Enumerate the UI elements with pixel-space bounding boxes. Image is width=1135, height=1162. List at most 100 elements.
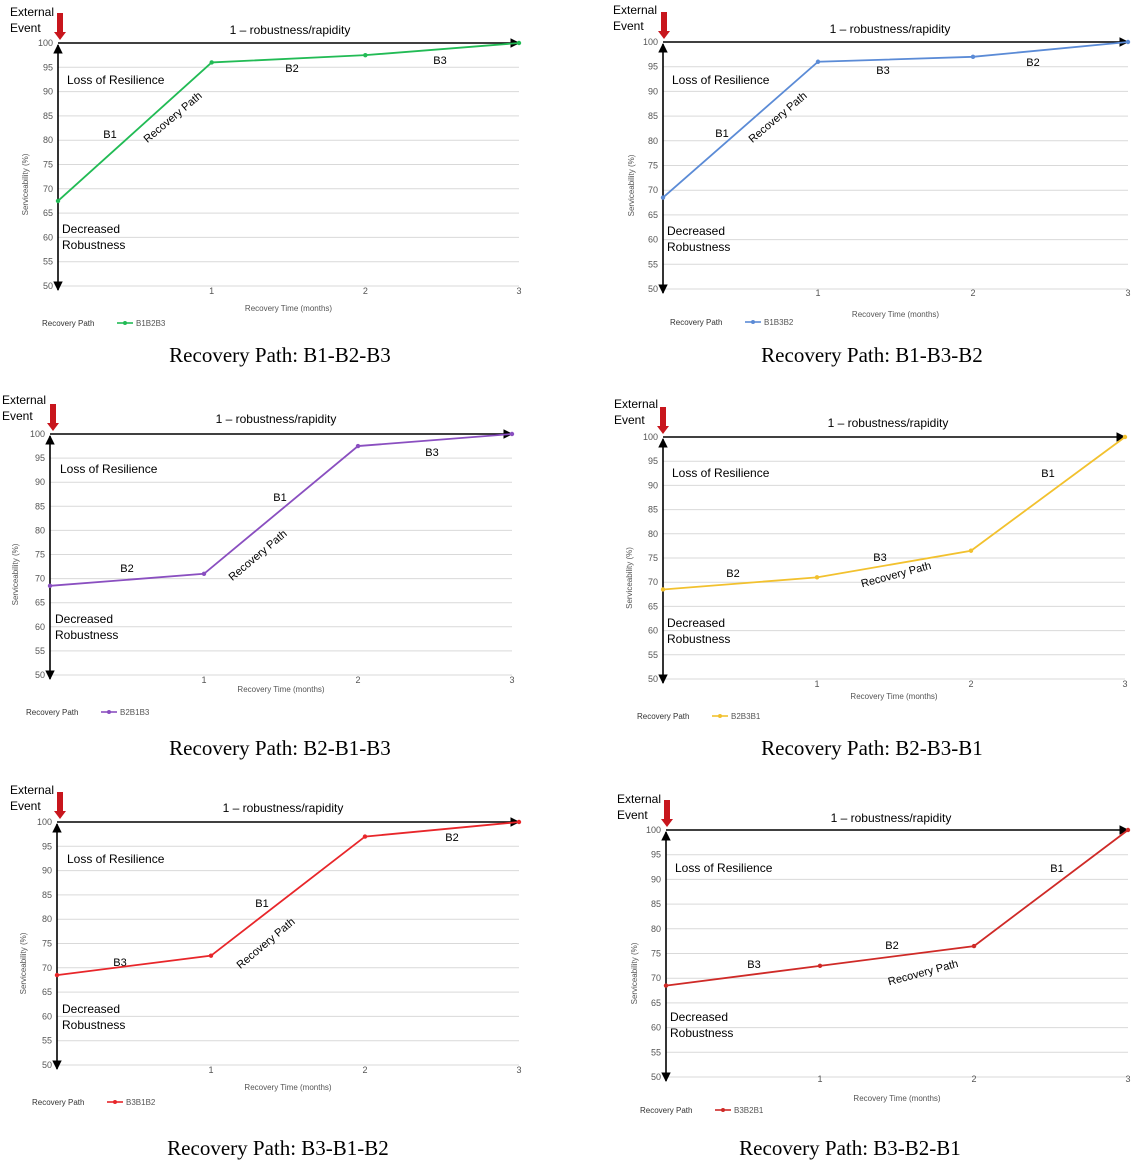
y-tick-label: 85 xyxy=(648,505,658,515)
y-axis-label: Serviceability (%) xyxy=(11,543,20,605)
loss-of-resilience-label: Loss of Resilience xyxy=(672,73,770,87)
data-point xyxy=(516,40,522,46)
chart-title: 1 – robustness/rapidity xyxy=(828,416,949,430)
segment-label-b1: B1 xyxy=(273,492,286,504)
y-tick-label: 90 xyxy=(43,87,53,97)
series-line xyxy=(49,433,513,587)
legend-series-name: B2B1B3 xyxy=(120,708,150,717)
external-event-label: Event xyxy=(613,19,644,33)
chart-panel-5: 50 55 60 65 70 75 80 85 90 95 100 1 2 3 External Event 1… xyxy=(10,783,522,1160)
x-axis-label: Recovery Time (months) xyxy=(852,310,939,319)
y-tick-label: 90 xyxy=(651,874,661,884)
y-tick-label: 55 xyxy=(651,1047,661,1057)
y-tick-label: 50 xyxy=(35,670,45,680)
y-tick-label: 55 xyxy=(35,646,45,656)
recovery-path-label: Recovery Path xyxy=(227,528,290,584)
chart-title: 1 – robustness/rapidity xyxy=(216,412,337,426)
legend-marker xyxy=(751,320,755,324)
decreased-robustness-label: Decreased xyxy=(667,224,725,238)
legend-title: Recovery Path xyxy=(640,1106,692,1115)
data-point xyxy=(1125,827,1131,833)
external-event-label: External xyxy=(613,3,657,17)
data-point xyxy=(815,59,821,64)
y-tick-label: 65 xyxy=(42,987,52,997)
y-tick-label: 80 xyxy=(42,914,52,924)
data-point xyxy=(971,943,977,949)
x-axis-label: Recovery Time (months) xyxy=(850,692,937,701)
y-axis-label: Serviceability (%) xyxy=(627,154,636,216)
x-axis-label: Recovery Time (months) xyxy=(237,685,324,694)
y-axis-label: Serviceability (%) xyxy=(630,942,639,1004)
y-tick-label: 90 xyxy=(648,480,658,490)
y-tick-label: 65 xyxy=(651,998,661,1008)
series-line xyxy=(56,821,520,976)
y-tick-label: 50 xyxy=(648,284,658,294)
y-tick-label: 60 xyxy=(648,235,658,245)
external-event-label: Event xyxy=(614,413,645,427)
legend-title: Recovery Path xyxy=(670,318,722,327)
segment-label-b2: B2 xyxy=(445,832,458,844)
legend-marker xyxy=(113,1100,117,1104)
segment-label-b3: B3 xyxy=(747,959,760,971)
decreased-robustness-label: Decreased xyxy=(62,1002,120,1016)
y-tick-label: 55 xyxy=(648,259,658,269)
segment-label-b2: B2 xyxy=(120,563,133,575)
y-tick-label: 70 xyxy=(42,963,52,973)
legend-marker xyxy=(107,710,111,714)
decreased-robustness-label: Robustness xyxy=(55,628,118,642)
data-point xyxy=(814,575,820,580)
legend-series-name: B2B3B1 xyxy=(731,712,761,721)
segment-label-b2: B2 xyxy=(885,940,898,952)
y-tick-label: 75 xyxy=(648,161,658,171)
chart-panel-6: 50 55 60 65 70 75 80 85 90 95 100 1 2 3 External Event 1… xyxy=(617,792,1131,1160)
series-line xyxy=(665,829,1129,987)
x-axis-label: Recovery Time (months) xyxy=(853,1094,940,1103)
data-point xyxy=(660,587,666,592)
y-tick-label: 100 xyxy=(646,825,661,835)
segment-label-b1: B1 xyxy=(1041,468,1054,480)
external-event-label: Event xyxy=(617,808,648,822)
y-tick-label: 60 xyxy=(43,232,53,242)
y-tick-label: 90 xyxy=(648,86,658,96)
y-tick-label: 50 xyxy=(42,1060,52,1070)
panel-caption: Recovery Path: B3-B2-B1 xyxy=(739,1136,961,1160)
external-event-label: External xyxy=(614,397,658,411)
data-point xyxy=(1122,434,1128,440)
chart-panel-3: 50 55 60 65 70 75 80 85 90 95 100 1 2 3 External Event 1… xyxy=(2,393,515,760)
y-tick-label: 75 xyxy=(35,550,45,560)
y-tick-label: 75 xyxy=(651,949,661,959)
decreased-robustness-label: Robustness xyxy=(62,1018,125,1032)
y-tick-label: 70 xyxy=(43,184,53,194)
series-line xyxy=(662,436,1126,591)
external-event-arrow-icon xyxy=(54,13,66,40)
legend-series-name: B3B2B1 xyxy=(734,1106,764,1115)
external-event-arrow-icon xyxy=(54,792,66,819)
legend-marker xyxy=(721,1108,725,1112)
external-event-label: Event xyxy=(10,799,41,813)
y-tick-label: 70 xyxy=(35,574,45,584)
chart-title: 1 – robustness/rapidity xyxy=(223,801,344,815)
y-tick-label: 100 xyxy=(37,817,52,827)
legend-series-name: B3B1B2 xyxy=(126,1098,156,1107)
chart-panel-1: 50 55 60 65 70 75 80 85 90 95 100 1 2 3 External Event 1… xyxy=(10,5,522,367)
data-point xyxy=(509,431,515,437)
panel-caption: Recovery Path: B1-B2-B3 xyxy=(169,343,391,367)
y-tick-label: 75 xyxy=(43,160,53,170)
y-tick-label: 100 xyxy=(643,432,658,442)
y-tick-label: 75 xyxy=(42,939,52,949)
y-tick-label: 90 xyxy=(35,477,45,487)
data-point xyxy=(660,195,666,200)
legend-series-name: B1B3B2 xyxy=(764,318,794,327)
chart-title: 1 – robustness/rapidity xyxy=(831,811,952,825)
y-tick-label: 65 xyxy=(648,210,658,220)
loss-of-resilience-label: Loss of Resilience xyxy=(67,73,165,87)
y-tick-label: 100 xyxy=(30,429,45,439)
segment-label-b3: B3 xyxy=(425,447,438,459)
x-axis-label: Recovery Time (months) xyxy=(244,1083,331,1092)
x-tick-label: 3 xyxy=(1122,679,1127,689)
y-tick-label: 95 xyxy=(43,62,53,72)
segment-label-b3: B3 xyxy=(433,55,446,67)
external-event-label: Event xyxy=(10,21,41,35)
external-event-label: Event xyxy=(2,409,33,423)
y-axis-label: Serviceability (%) xyxy=(19,932,28,994)
